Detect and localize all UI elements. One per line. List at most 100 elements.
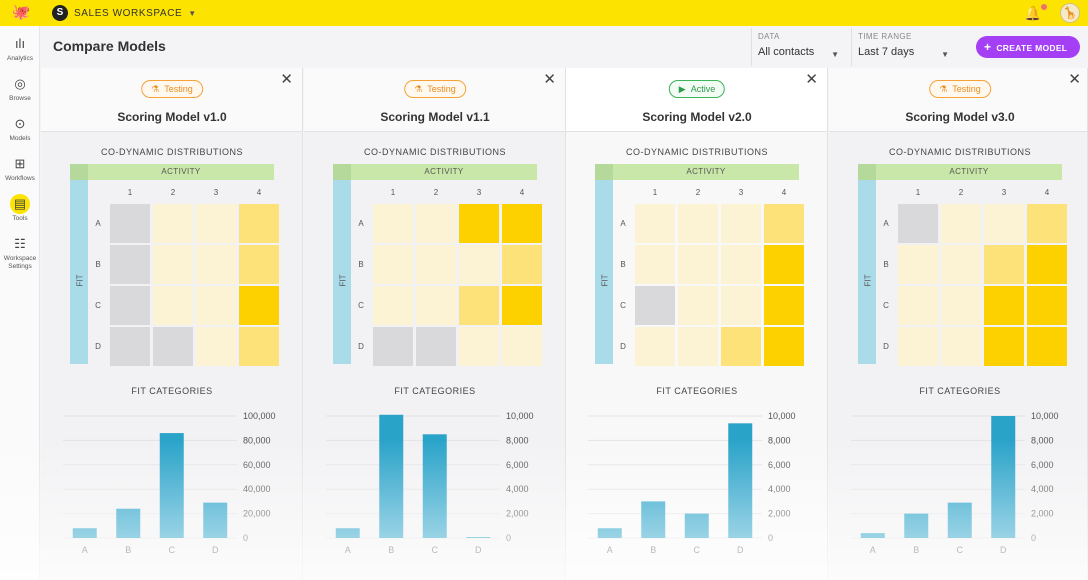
bar[interactable] [203,502,228,538]
bell-icon[interactable]: 🔔 [1024,5,1042,21]
model-name: Scoring Model v1.0 [117,110,227,124]
data-filter-value: All contacts [758,46,815,58]
x-tick-label: A [82,545,88,555]
bar[interactable] [728,423,753,538]
fit-axis-label: FIT [75,274,85,287]
heatmap-cell [153,204,193,243]
page-header: Compare Models DATA All contacts ▼ TIME … [41,26,1088,68]
heatmap-column-label: 3 [738,188,744,197]
flask-icon: ⚗ [939,84,948,94]
octopus-logo-icon[interactable]: 🐙 [11,4,31,21]
sliders-icon: ☷ [14,236,26,251]
fit-categories-title: FIT CATEGORIES [131,386,213,396]
heatmap-column-label: 4 [256,188,262,197]
heatmap-row-label: D [358,342,364,351]
sidebar-item-analytics[interactable]: ılı Analytics [0,34,40,63]
fit-axis-label: FIT [338,274,348,287]
x-tick-label: D [737,545,744,555]
heatmap-row-label: B [95,260,101,269]
data-filter-select[interactable]: DATA All contacts ▼ [751,28,839,66]
model-header: ✕ ⚗ Testing Scoring Model v1.0 [41,68,302,132]
bar[interactable] [422,434,447,538]
bar[interactable] [72,528,97,538]
model-icon: ⊙ [14,116,26,131]
heatmap-row-label: D [620,342,626,351]
status-text: Testing [427,84,456,94]
close-icon[interactable]: ✕ [280,71,293,88]
heatmap-cell [373,286,413,325]
bar[interactable] [597,528,622,538]
workspace-switcher[interactable]: S SALES WORKSPACE ▼ [52,4,196,22]
fit-categories-title: FIT CATEGORIES [656,386,738,396]
bar[interactable] [684,513,709,538]
heatmap-row-label: B [883,260,889,269]
x-tick-label: C [432,545,439,555]
sidebar-item-models[interactable]: ⊙ Models [0,114,40,143]
bar[interactable] [641,501,666,538]
heatmap-column-label: 2 [695,188,701,197]
y-tick-label: 4,000 [1031,484,1054,494]
sidebar-item-tools[interactable]: ▤ Tools [0,194,40,223]
heatmap-column-label: 4 [1044,188,1050,197]
bar[interactable] [116,508,141,538]
bar-chart-svg: 100,000 80,000 60,000 40,000 20,000 0 A B C D [63,411,276,555]
heatmap-row-label: A [883,219,889,228]
bar[interactable] [335,528,360,538]
sidebar-item-browse[interactable]: ◎ Browse [0,74,40,103]
user-avatar[interactable]: 🦒 [1060,3,1080,23]
x-tick-label: B [388,545,394,555]
heatmap-column-label: 2 [170,188,176,197]
co-dynamic-heatmap: ACTIVITY FIT 1 2 3 4 A B C D [70,164,279,368]
heatmap-corner [858,164,876,180]
workspace-logo: S [52,5,68,21]
y-tick-label: 60,000 [243,460,271,470]
bar[interactable] [991,416,1016,538]
y-tick-label: 10,000 [768,411,796,421]
x-tick-label: A [870,545,876,555]
bar[interactable] [904,513,929,538]
bar[interactable] [466,537,491,538]
heatmap-cell [635,245,675,284]
heatmap-cell [459,204,499,243]
heatmap-cell [239,286,279,325]
heatmap-row-label: C [358,301,364,310]
heatmap-cell [941,204,981,243]
close-icon[interactable]: ✕ [805,71,818,88]
x-tick-label: D [212,545,219,555]
sidebar-item-label: Browse [9,95,31,102]
bar[interactable] [159,433,184,538]
y-tick-label: 10,000 [1031,411,1059,421]
heatmap-column-label: 3 [213,188,219,197]
heatmap-column-label: 3 [476,188,482,197]
heatmap-cell [196,245,236,284]
heatmap-cell [678,204,718,243]
sidebar-item-workflows[interactable]: ⊞ Workflows [0,154,40,183]
time-range-select[interactable]: TIME RANGE Last 7 days ▼ [851,28,949,66]
fit-categories-title: FIT CATEGORIES [394,386,476,396]
heatmap-row-label: A [620,219,626,228]
heatmap-cell [110,286,150,325]
notification-dot [1041,4,1047,10]
heatmap-cell [764,286,804,325]
heatmap-corner [333,164,351,180]
model-column: ✕ ⚗ Testing Scoring Model v1.0 CO-DYNAMIC DI… [41,68,303,580]
top-bar: 🐙 S SALES WORKSPACE ▼ 🔔 🦒 [0,0,1088,26]
data-filter-label: DATA [758,32,780,41]
distributions-title: CO-DYNAMIC DISTRIBUTIONS [625,147,768,157]
bar[interactable] [379,414,404,538]
heatmap-cell [502,245,542,284]
heatmap-column-label: 3 [1001,188,1007,197]
y-tick-label: 4,000 [506,484,529,494]
sidebar-item-workspace-settings[interactable]: ☷ Workspace Settings [0,234,40,271]
close-icon[interactable]: ✕ [543,71,556,88]
status-text: Testing [164,84,193,94]
create-model-button[interactable]: + CREATE MODEL [976,36,1080,58]
bar[interactable] [947,502,972,538]
heatmap-cell [984,245,1024,284]
heatmap-column-label: 2 [958,188,964,197]
close-icon[interactable]: ✕ [1068,71,1081,88]
bar[interactable] [860,533,885,538]
heatmap-cell [678,245,718,284]
y-tick-label: 2,000 [506,509,529,519]
play-icon: ▶ [678,84,686,94]
